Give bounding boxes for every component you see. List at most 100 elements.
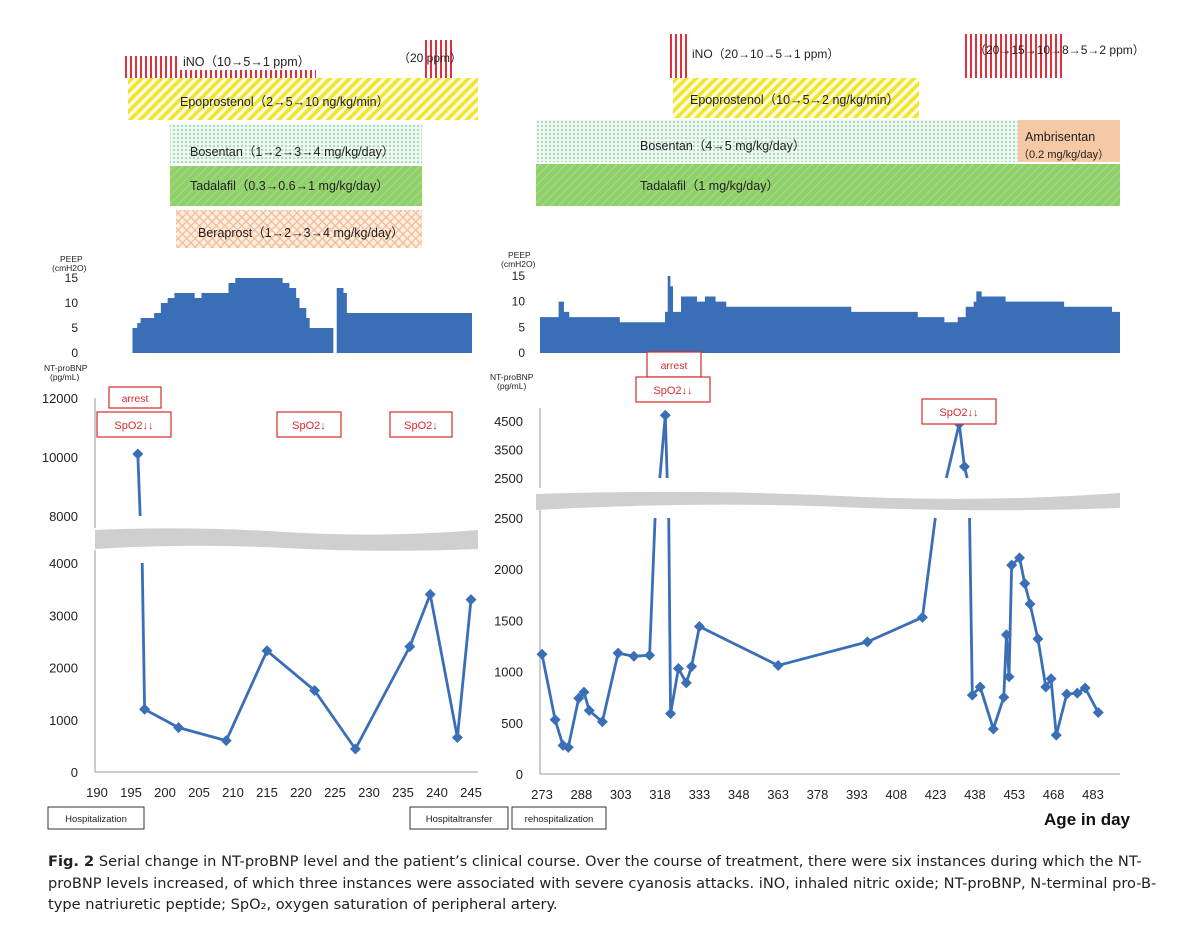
left-event-spo2-1: SpO2↓↓ xyxy=(96,411,172,438)
bnp-x-tick-label: 318 xyxy=(649,787,671,802)
left-peep-unit: (cmH2O) xyxy=(52,263,87,273)
bnp-line-segment xyxy=(408,593,432,648)
left-bnp-series-line xyxy=(136,453,473,750)
left-bnp-chart: NT-proBNP (pg/mL) 0 1000 2000 3000 4000 8000 1… xyxy=(42,363,509,830)
peep-tick-label: 5 xyxy=(71,321,78,335)
right-peep-area xyxy=(540,276,1120,353)
bnp-line-segment xyxy=(566,697,581,748)
bnp-point xyxy=(424,588,436,600)
bnp-x-tick-label: 288 xyxy=(571,787,593,802)
bnp-line-segment xyxy=(669,668,680,714)
bnp-point xyxy=(139,703,151,715)
left-bnp-title: NT-proBNP xyxy=(44,363,88,373)
bnp-point xyxy=(680,677,692,689)
bnp-y-tick-label: 1000 xyxy=(49,713,78,728)
bnp-x-tick-label: 303 xyxy=(610,787,632,802)
bnp-line-segment xyxy=(1049,678,1058,736)
left-peep-panel: PEEP (cmH2O) 0 5 10 15 xyxy=(52,254,472,360)
bnp-x-tick-label: 453 xyxy=(1003,787,1025,802)
bnp-line-segment xyxy=(143,708,180,729)
peep-tick-label: 5 xyxy=(518,320,525,334)
bnp-line-segment xyxy=(140,562,146,710)
bnp-x-tick-label: 240 xyxy=(426,785,448,800)
bnp-line-segment xyxy=(456,599,473,738)
right-peep-panel: PEEP (cmH2O) 0 5 10 15 xyxy=(501,250,1120,360)
left-epoprostenol-bar xyxy=(128,78,478,120)
bnp-line-segment xyxy=(648,517,657,656)
left-epoprostenol-label: Epoprostenol（2→5→10 ng/kg/min） xyxy=(180,95,389,109)
bnp-line-segment xyxy=(921,517,937,618)
left-peep-title: PEEP xyxy=(60,254,83,264)
right-bnp-unit: (pg/mL) xyxy=(497,381,526,391)
bnp-x-tick-label: 245 xyxy=(460,785,482,800)
bnp-point xyxy=(562,741,574,753)
bnp-point xyxy=(261,645,273,657)
bnp-point xyxy=(549,714,561,726)
bnp-x-tick-label: 333 xyxy=(689,787,711,802)
bnp-x-tick-label: 363 xyxy=(767,787,789,802)
left-event-arrest: arrest xyxy=(108,386,162,409)
bnp-x-tick-label: 483 xyxy=(1082,787,1104,802)
bnp-x-tick-label: 438 xyxy=(964,787,986,802)
bnp-line-segment xyxy=(136,453,142,517)
bnp-y-tick-label: 4500 xyxy=(494,414,523,429)
bnp-point xyxy=(173,722,185,734)
bnp-point xyxy=(1000,629,1012,641)
right-status-rehospitalization: rehospitalization xyxy=(511,806,607,830)
bnp-point xyxy=(1092,707,1104,719)
left-bnp-x-ticks: 190 195 200 205 210 215 220 225 230 235 240 245 xyxy=(86,785,482,800)
peep-tick-label: 15 xyxy=(65,271,79,285)
bnp-point xyxy=(659,409,671,421)
bnp-x-tick-label: 393 xyxy=(846,787,868,802)
left-bnp-y-ticks: 0 1000 2000 3000 4000 8000 10000 12000 xyxy=(42,391,78,780)
svg-text:arrest: arrest xyxy=(122,393,149,405)
left-event-spo2-3: SpO2↓ xyxy=(389,411,453,438)
bnp-point xyxy=(1006,559,1018,571)
bnp-point xyxy=(693,621,705,633)
bnp-point xyxy=(573,692,585,704)
bnp-point xyxy=(1071,687,1083,699)
peep-tick-label: 10 xyxy=(512,295,526,309)
bnp-y-tick-label: 12000 xyxy=(42,391,78,406)
bnp-point xyxy=(686,660,698,672)
bnp-line-segment xyxy=(1028,603,1040,640)
bnp-point xyxy=(672,663,684,675)
bnp-point xyxy=(578,686,590,698)
bnp-point xyxy=(628,650,640,662)
bnp-line-segment xyxy=(266,649,316,692)
left-tadalafil-bar xyxy=(170,166,422,206)
bnp-point xyxy=(1045,673,1057,685)
right-ambrisentan-dose: （0.2 mg/kg/day） xyxy=(1018,148,1109,161)
right-peep-y-ticks: 0 5 10 15 xyxy=(512,269,526,360)
bnp-line-segment xyxy=(957,423,966,467)
bnp-y-tick-label: 0 xyxy=(516,767,523,782)
svg-text:rehospitalization: rehospitalization xyxy=(525,814,594,825)
left-ino-high-bar xyxy=(422,40,454,78)
left-bnp-unit: (pg/mL) xyxy=(50,372,79,382)
svg-text:SpO2↓↓: SpO2↓↓ xyxy=(939,407,978,419)
right-ino-label: iNO（20→10→5→1 ppm） xyxy=(692,47,839,61)
bnp-line-segment xyxy=(224,650,269,742)
peep-tick-label: 0 xyxy=(71,346,78,360)
right-peep-title: PEEP xyxy=(508,250,531,260)
bnp-x-tick-label: 378 xyxy=(807,787,829,802)
left-peep-area xyxy=(132,278,472,353)
bnp-line-segment xyxy=(698,625,779,667)
svg-text:SpO2↓: SpO2↓ xyxy=(292,420,326,432)
bnp-y-tick-label: 10000 xyxy=(42,450,78,465)
right-bnp-series-line xyxy=(540,415,1100,749)
bnp-y-tick-label: 3500 xyxy=(494,443,523,458)
bnp-y-tick-label: 4000 xyxy=(49,556,78,571)
bnp-y-tick-label: 1500 xyxy=(494,613,523,628)
right-ambrisentan-label: Ambrisentan xyxy=(1025,130,1095,144)
right-bnp-chart: NT-proBNP (pg/mL) 0 500 1000 1500 2000 2500 25… xyxy=(490,351,1131,830)
bnp-x-tick-label: 205 xyxy=(188,785,210,800)
bnp-line-segment xyxy=(991,696,1006,730)
bnp-y-tick-label: 8000 xyxy=(49,509,78,524)
right-bnp-points xyxy=(536,409,1104,753)
bnp-point xyxy=(644,649,656,661)
bnp-line-segment xyxy=(540,653,557,721)
svg-text:Hospitaltransfer: Hospitaltransfer xyxy=(426,814,493,825)
right-drug-timeline: iNO（20→10→5→1 ppm） （20→15→10→8→5→2 ppm） … xyxy=(536,34,1145,206)
bnp-point xyxy=(583,705,595,717)
